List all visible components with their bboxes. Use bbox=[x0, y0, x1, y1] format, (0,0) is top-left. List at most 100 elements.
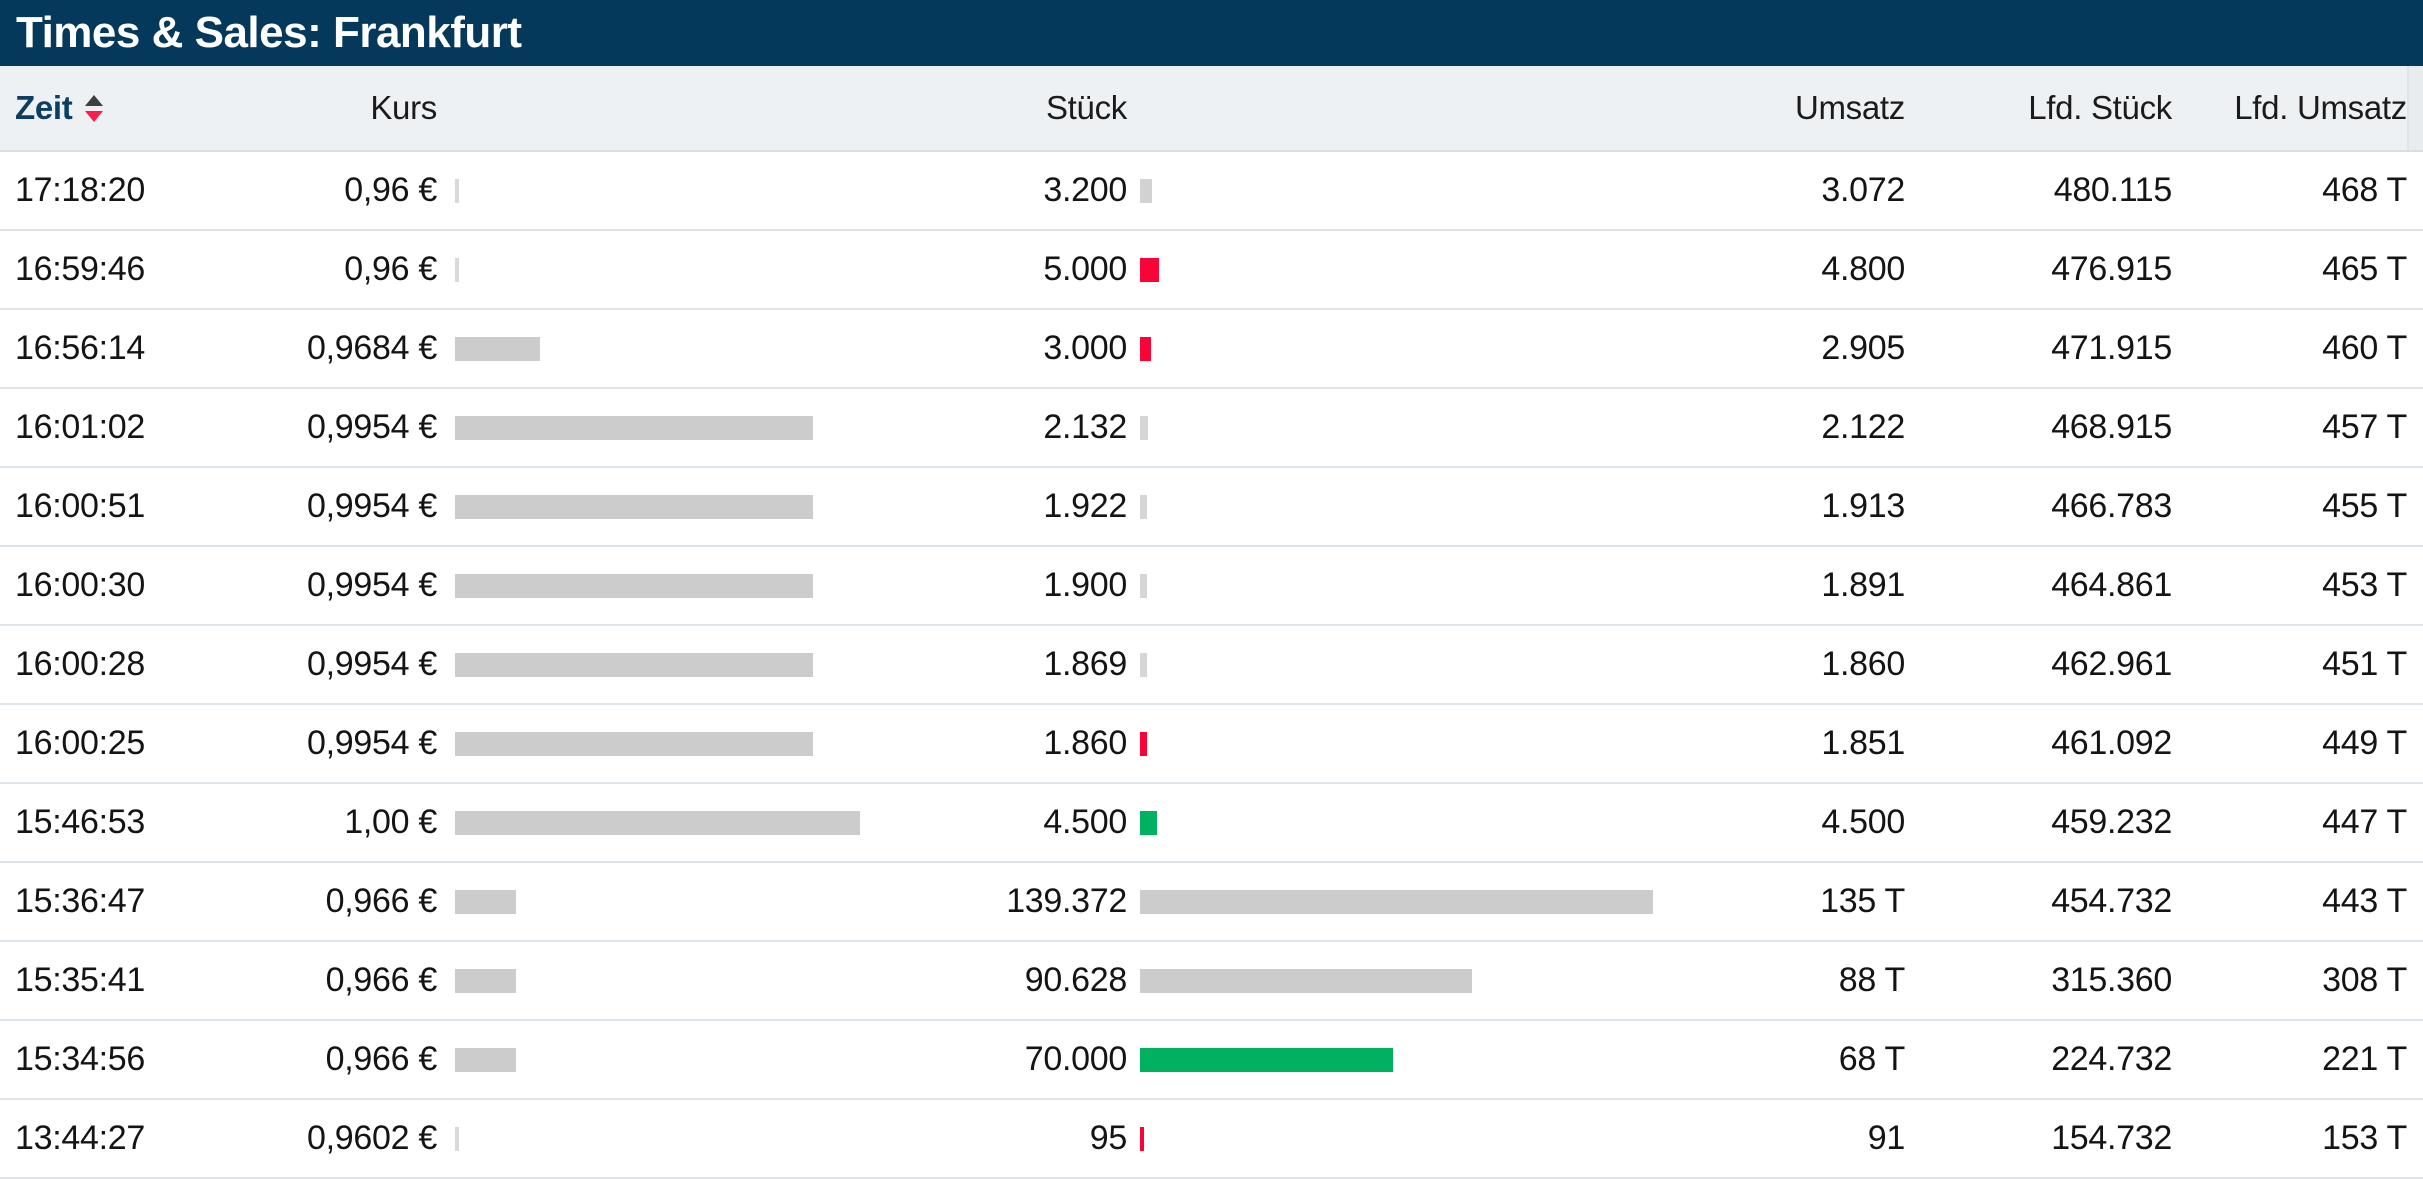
page-title: Times & Sales: Frankfurt bbox=[16, 8, 522, 57]
stueck-bar bbox=[1140, 731, 1147, 756]
stueck-bar-cell bbox=[1127, 1021, 1672, 1098]
kurs-bar-cell bbox=[437, 547, 870, 624]
stueck-bar bbox=[1140, 336, 1151, 361]
cell-umsatz: 1.913 bbox=[1821, 487, 1905, 525]
right-gutter bbox=[2407, 626, 2423, 703]
cell-zeit: 16:00:28 bbox=[15, 645, 145, 683]
table-row: 16:00:30 0,9954 € 1.900 1.891 464.861 45… bbox=[0, 547, 2423, 626]
stueck-bar-cell bbox=[1127, 705, 1672, 782]
cell-zeit: 13:44:27 bbox=[15, 1119, 145, 1157]
cell-stueck: 1.860 bbox=[1043, 724, 1127, 762]
right-gutter bbox=[2407, 152, 2423, 229]
table-row: 16:00:51 0,9954 € 1.922 1.913 466.783 45… bbox=[0, 468, 2423, 547]
column-header-stueck-bar-spacer bbox=[1127, 66, 1672, 150]
table-row: 13:44:27 0,9602 € 95 91 154.732 153 T bbox=[0, 1100, 2423, 1179]
stueck-bar-cell bbox=[1127, 626, 1672, 703]
cell-stueck: 70.000 bbox=[1024, 1040, 1127, 1078]
stueck-bar-cell bbox=[1127, 1100, 1672, 1177]
cell-umsatz: 3.072 bbox=[1821, 171, 1905, 209]
cell-zeit: 16:56:14 bbox=[15, 329, 145, 367]
table-row: 17:18:20 0,96 € 3.200 3.072 480.115 468 … bbox=[0, 152, 2423, 231]
cell-lfd-stueck: 464.861 bbox=[2051, 566, 2172, 604]
stueck-bar-cell bbox=[1127, 863, 1672, 940]
cell-umsatz: 1.860 bbox=[1821, 645, 1905, 683]
column-header-lfd-stueck: Lfd. Stück bbox=[2028, 89, 2172, 126]
cell-kurs: 0,966 € bbox=[325, 882, 437, 920]
kurs-bar bbox=[455, 336, 540, 361]
cell-lfd-umsatz: 457 T bbox=[2322, 408, 2407, 446]
stueck-bar-cell bbox=[1127, 784, 1672, 861]
cell-lfd-umsatz: 453 T bbox=[2322, 566, 2407, 604]
cell-lfd-umsatz: 221 T bbox=[2322, 1040, 2407, 1078]
cell-umsatz: 1.891 bbox=[1821, 566, 1905, 604]
cell-lfd-stueck: 154.732 bbox=[2051, 1119, 2172, 1157]
kurs-bar-cell bbox=[437, 784, 870, 861]
kurs-bar bbox=[455, 731, 813, 756]
kurs-bar bbox=[455, 573, 813, 598]
cell-lfd-umsatz: 447 T bbox=[2322, 803, 2407, 841]
right-gutter bbox=[2407, 389, 2423, 466]
cell-kurs: 0,966 € bbox=[325, 961, 437, 999]
kurs-bar bbox=[455, 415, 813, 440]
column-header-stueck: Stück bbox=[1045, 89, 1127, 126]
table-row: 16:00:28 0,9954 € 1.869 1.860 462.961 45… bbox=[0, 626, 2423, 705]
cell-zeit: 16:00:25 bbox=[15, 724, 145, 762]
kurs-bar bbox=[455, 1126, 459, 1151]
stueck-bar-cell bbox=[1127, 547, 1672, 624]
stueck-bar bbox=[1140, 178, 1152, 203]
kurs-bar bbox=[455, 810, 860, 835]
cell-kurs: 0,9684 € bbox=[307, 329, 437, 367]
table-row: 16:56:14 0,9684 € 3.000 2.905 471.915 46… bbox=[0, 310, 2423, 389]
stueck-bar bbox=[1140, 1126, 1144, 1151]
table-row: 16:01:02 0,9954 € 2.132 2.122 468.915 45… bbox=[0, 389, 2423, 468]
cell-lfd-stueck: 224.732 bbox=[2051, 1040, 2172, 1078]
cell-zeit: 16:00:51 bbox=[15, 487, 145, 525]
cell-lfd-stueck: 459.232 bbox=[2051, 803, 2172, 841]
cell-umsatz: 2.122 bbox=[1821, 408, 1905, 446]
cell-lfd-umsatz: 153 T bbox=[2322, 1119, 2407, 1157]
cell-lfd-umsatz: 455 T bbox=[2322, 487, 2407, 525]
kurs-bar-cell bbox=[437, 1100, 870, 1177]
stueck-bar-cell bbox=[1127, 310, 1672, 387]
right-gutter bbox=[2407, 468, 2423, 545]
stueck-bar bbox=[1140, 573, 1147, 598]
cell-kurs: 0,966 € bbox=[325, 1040, 437, 1078]
cell-lfd-stueck: 466.783 bbox=[2051, 487, 2172, 525]
cell-zeit: 15:35:41 bbox=[15, 961, 145, 999]
cell-lfd-stueck: 471.915 bbox=[2051, 329, 2172, 367]
kurs-bar-cell bbox=[437, 310, 870, 387]
cell-zeit: 16:01:02 bbox=[15, 408, 145, 446]
cell-lfd-umsatz: 308 T bbox=[2322, 961, 2407, 999]
cell-zeit: 15:36:47 bbox=[15, 882, 145, 920]
cell-zeit: 16:00:30 bbox=[15, 566, 145, 604]
cell-stueck: 1.869 bbox=[1043, 645, 1127, 683]
kurs-bar bbox=[455, 968, 516, 993]
kurs-bar-cell bbox=[437, 863, 870, 940]
cell-lfd-umsatz: 465 T bbox=[2322, 250, 2407, 288]
right-gutter bbox=[2407, 863, 2423, 940]
cell-umsatz: 88 T bbox=[1838, 961, 1905, 999]
kurs-bar bbox=[455, 494, 813, 519]
stueck-bar-cell bbox=[1127, 468, 1672, 545]
cell-umsatz: 1.851 bbox=[1821, 724, 1905, 762]
kurs-bar bbox=[455, 889, 516, 914]
cell-lfd-stueck: 480.115 bbox=[2053, 171, 2172, 209]
cell-lfd-stueck: 454.732 bbox=[2051, 882, 2172, 920]
cell-umsatz: 4.500 bbox=[1821, 803, 1905, 841]
kurs-bar-cell bbox=[437, 389, 870, 466]
sort-arrow-down-icon bbox=[85, 110, 104, 122]
right-gutter bbox=[2407, 705, 2423, 782]
stueck-bar bbox=[1140, 889, 1653, 914]
right-gutter bbox=[2407, 66, 2423, 150]
right-gutter bbox=[2407, 231, 2423, 308]
kurs-bar-cell bbox=[437, 231, 870, 308]
cell-stueck: 2.132 bbox=[1043, 408, 1127, 446]
cell-lfd-stueck: 476.915 bbox=[2051, 250, 2172, 288]
cell-zeit: 15:46:53 bbox=[15, 803, 145, 841]
kurs-bar bbox=[455, 178, 459, 203]
right-gutter bbox=[2407, 942, 2423, 1019]
table-header-row: Zeit Kurs Stück Umsatz Lfd. Stück Lfd. U… bbox=[0, 66, 2423, 152]
cell-kurs: 0,96 € bbox=[344, 250, 437, 288]
column-header-zeit[interactable]: Zeit bbox=[0, 66, 213, 150]
cell-stueck: 5.000 bbox=[1043, 250, 1127, 288]
